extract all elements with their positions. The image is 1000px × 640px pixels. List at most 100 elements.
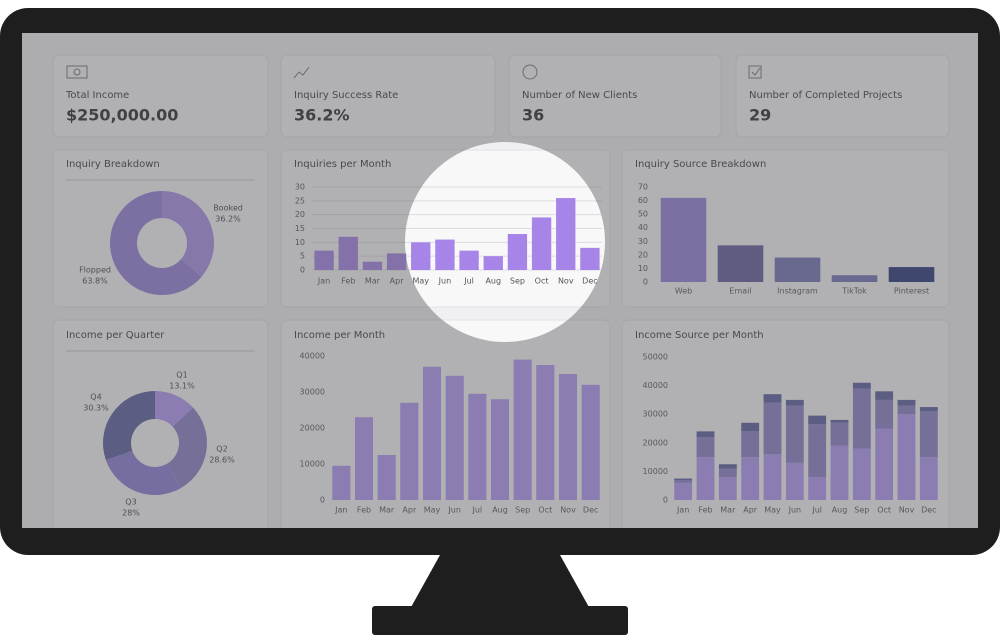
bar [354, 417, 374, 500]
stacked-bar-segment [919, 457, 938, 500]
bar [774, 257, 821, 282]
bar [377, 455, 396, 500]
bar [386, 253, 407, 270]
bar [888, 267, 935, 282]
stacked-bar-segment [696, 437, 715, 458]
bar [422, 366, 442, 500]
slice-label: Q2 [216, 445, 227, 454]
stacked-bar-segment [741, 457, 760, 500]
icon-check [751, 67, 761, 76]
y-tick-label: 50 [638, 210, 648, 219]
y-tick-label: 20000 [643, 438, 668, 447]
x-tick-label: Email [729, 287, 751, 296]
stacked-bar-segment [830, 445, 849, 500]
card-value: $250,000.00 [66, 106, 178, 125]
x-tick-label: Apr [743, 506, 758, 515]
stacked-bar-segment [897, 405, 916, 415]
slice-label: Q4 [90, 393, 101, 402]
stacked-bar-segment [808, 424, 827, 478]
stacked-bar-segment [763, 454, 782, 500]
x-tick-label: Jun [788, 506, 802, 515]
x-tick-label: Sep [854, 506, 869, 515]
slice-value-label: 30.3% [83, 404, 109, 413]
stacked-bar-segment [696, 431, 715, 438]
dim-overlay [22, 33, 978, 528]
bar [459, 250, 479, 270]
card-title: Number of New Clients [522, 90, 637, 101]
x-tick-label: Jun [438, 277, 452, 286]
x-tick-label: Jul [472, 506, 483, 515]
card-value: 36 [522, 106, 544, 125]
y-tick-label: 30 [638, 237, 648, 246]
icon-money [73, 68, 81, 76]
y-tick-label: 20 [295, 210, 305, 219]
x-tick-label: Web [675, 287, 692, 296]
bar [556, 198, 576, 270]
x-tick-label: Apr [390, 277, 405, 286]
card-title: Inquiry Success Rate [294, 90, 398, 101]
slice-value-label: 13.1% [169, 382, 195, 391]
y-tick-label: 20000 [300, 424, 325, 433]
y-tick-label: 10 [638, 264, 648, 273]
stacked-bar-segment [785, 462, 804, 500]
bar [831, 275, 878, 282]
y-tick-label: 60 [638, 196, 648, 205]
slice-value-label: 28% [122, 509, 140, 518]
stacked-bar-segment [919, 411, 938, 458]
bar [338, 236, 358, 270]
donut-segment [166, 407, 207, 489]
stacked-bar-segment [830, 422, 849, 446]
x-tick-label: Dec [582, 277, 597, 286]
icon-chart [293, 66, 310, 79]
donut-segment [110, 191, 202, 295]
monitor-base [372, 606, 628, 635]
chart-title: Income Source per Month [635, 330, 764, 341]
x-tick-label: Jun [447, 506, 461, 515]
slice-value-label: 36.2% [215, 215, 241, 224]
x-tick-label: Mar [365, 277, 381, 286]
bar [362, 261, 383, 270]
card-value: 29 [749, 106, 771, 125]
chart-title: Income per Quarter [66, 330, 165, 341]
x-tick-label: Mar [379, 506, 395, 515]
y-tick-label: 10 [295, 238, 305, 247]
x-tick-label: TikTok [841, 287, 867, 296]
bar [411, 242, 431, 270]
y-tick-label: 40000 [643, 381, 668, 390]
stacked-bar-segment [897, 414, 916, 500]
y-tick-label: 5 [300, 252, 305, 261]
dashboard: Total Income $250,000.00 Inquiry Success… [52, 54, 950, 528]
x-tick-label: Jan [334, 506, 347, 515]
stacked-bar-segment [741, 422, 760, 432]
x-tick-label: May [412, 277, 429, 286]
bar [445, 375, 464, 500]
x-tick-label: Aug [832, 506, 848, 515]
donut-segment [162, 191, 214, 277]
card [735, 54, 950, 138]
stacked-bar-segment [718, 468, 737, 478]
donut-segment [102, 391, 155, 460]
x-tick-label: Pinterest [894, 287, 929, 296]
stacked-bar-segment [808, 477, 827, 500]
y-tick-label: 50000 [643, 353, 668, 362]
y-tick-label: 20 [638, 250, 648, 259]
donut-segment [155, 391, 194, 427]
stacked-bar-segment [852, 448, 871, 500]
x-tick-label: Jan [676, 506, 689, 515]
stacked-bar-segment [741, 431, 760, 458]
stacked-bar-segment [696, 457, 715, 500]
x-tick-label: Jul [811, 506, 822, 515]
y-tick-label: 10000 [300, 460, 325, 469]
slice-label: Q1 [176, 371, 187, 380]
bar [536, 365, 555, 500]
stacked-bar-segment [897, 399, 916, 406]
x-tick-label: Nov [899, 506, 915, 515]
bar [507, 234, 528, 270]
monitor-neck [410, 555, 590, 609]
x-tick-label: Aug [492, 506, 508, 515]
x-tick-label: Sep [510, 277, 525, 286]
bar [513, 359, 532, 500]
chart-title: Income per Month [294, 330, 385, 341]
stacked-bar-segment [875, 391, 894, 400]
